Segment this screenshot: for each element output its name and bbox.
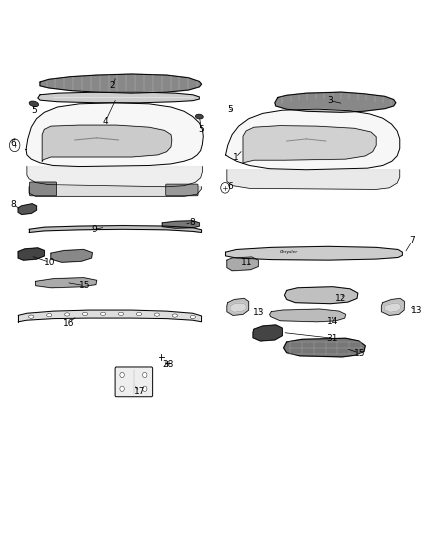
Ellipse shape	[46, 313, 52, 317]
Text: 7: 7	[409, 237, 415, 246]
Ellipse shape	[172, 314, 177, 317]
Text: 1: 1	[233, 153, 238, 162]
Text: 31: 31	[327, 334, 338, 343]
Ellipse shape	[100, 312, 106, 316]
Polygon shape	[26, 103, 203, 166]
Text: 13: 13	[410, 305, 422, 314]
Text: 13: 13	[253, 308, 264, 317]
Polygon shape	[270, 309, 346, 322]
Ellipse shape	[154, 313, 159, 316]
Ellipse shape	[118, 312, 124, 316]
Ellipse shape	[195, 114, 203, 119]
Polygon shape	[51, 249, 92, 262]
Ellipse shape	[190, 316, 195, 319]
Polygon shape	[162, 221, 199, 228]
Polygon shape	[243, 126, 376, 164]
Text: 5: 5	[227, 104, 233, 114]
Polygon shape	[227, 257, 258, 271]
Polygon shape	[40, 74, 201, 93]
FancyBboxPatch shape	[115, 367, 152, 397]
Circle shape	[10, 139, 20, 152]
Text: 8: 8	[10, 200, 16, 209]
Polygon shape	[227, 169, 400, 189]
Text: 15: 15	[354, 349, 365, 358]
Ellipse shape	[29, 101, 39, 107]
Polygon shape	[18, 310, 201, 322]
Text: 14: 14	[327, 317, 338, 326]
Text: 12: 12	[335, 294, 346, 303]
Polygon shape	[35, 278, 97, 288]
Polygon shape	[27, 166, 202, 187]
Ellipse shape	[136, 312, 141, 316]
Text: 5: 5	[199, 125, 205, 134]
Polygon shape	[253, 325, 283, 341]
Text: 28: 28	[162, 360, 174, 369]
FancyBboxPatch shape	[166, 184, 198, 196]
Polygon shape	[29, 225, 201, 232]
Text: Chrysler: Chrysler	[280, 250, 298, 254]
Text: 6: 6	[227, 182, 233, 191]
Polygon shape	[230, 303, 246, 312]
Ellipse shape	[82, 312, 88, 316]
Text: 4: 4	[102, 117, 108, 126]
Text: 9: 9	[92, 225, 97, 234]
Text: 6: 6	[10, 139, 16, 148]
Polygon shape	[226, 109, 400, 169]
FancyBboxPatch shape	[29, 182, 57, 196]
Polygon shape	[226, 246, 403, 260]
Circle shape	[120, 372, 124, 377]
Polygon shape	[42, 125, 172, 161]
Polygon shape	[18, 248, 44, 260]
Polygon shape	[18, 204, 36, 214]
Polygon shape	[29, 187, 201, 196]
Polygon shape	[275, 92, 396, 112]
Text: 15: 15	[79, 281, 90, 290]
Polygon shape	[227, 298, 249, 316]
Circle shape	[143, 372, 147, 377]
Polygon shape	[285, 287, 358, 304]
Polygon shape	[38, 92, 199, 103]
Text: 11: 11	[241, 258, 253, 266]
Circle shape	[221, 182, 230, 193]
Ellipse shape	[64, 313, 70, 316]
Polygon shape	[284, 338, 365, 357]
Text: 10: 10	[44, 258, 55, 266]
Ellipse shape	[28, 315, 34, 318]
Text: 2: 2	[109, 81, 115, 90]
Text: 8: 8	[189, 218, 195, 227]
Polygon shape	[384, 303, 401, 312]
Polygon shape	[381, 298, 405, 316]
Text: 5: 5	[31, 106, 37, 115]
Circle shape	[120, 386, 124, 391]
Text: 16: 16	[63, 319, 74, 328]
Text: 17: 17	[134, 387, 145, 396]
Circle shape	[143, 386, 147, 391]
Text: 3: 3	[328, 96, 333, 105]
